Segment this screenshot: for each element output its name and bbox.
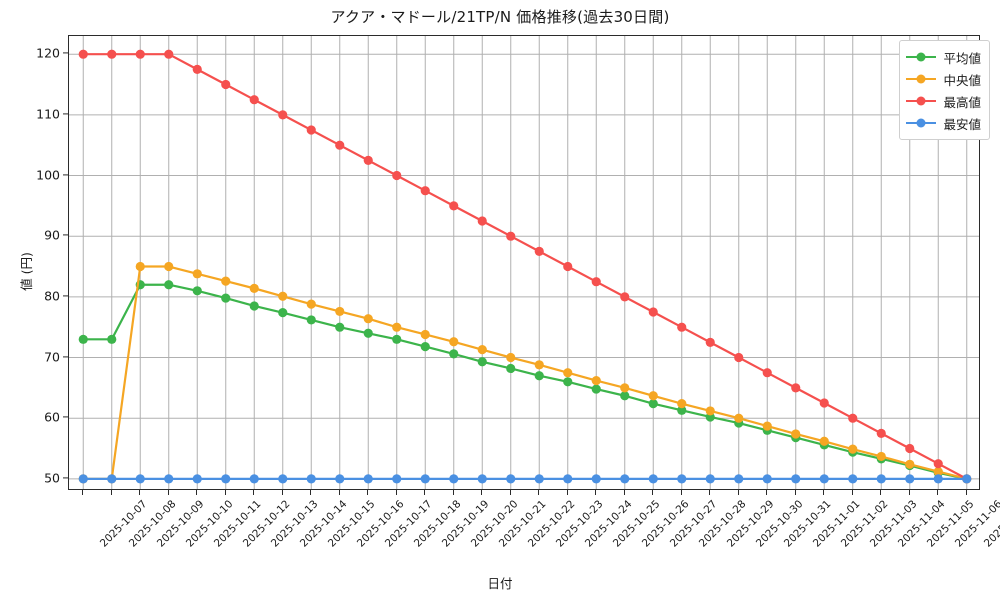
x-tick-mark	[851, 490, 853, 495]
legend-line-swatch	[906, 52, 937, 62]
y-tick-label: 90	[44, 227, 60, 243]
y-tick-mark	[63, 355, 68, 358]
legend-item-3[interactable]: 最高値	[906, 90, 981, 112]
x-tick-mark	[481, 490, 483, 495]
x-tick-mark	[937, 490, 939, 495]
x-tick-mark	[110, 490, 112, 495]
legend-item-1[interactable]: 平均値	[906, 46, 981, 68]
x-tick-mark	[538, 490, 540, 495]
x-tick-mark	[880, 490, 882, 495]
y-axis-label: 値 (円)	[18, 252, 34, 291]
legend-line-swatch	[906, 74, 937, 84]
legend-line-swatch	[906, 118, 937, 128]
x-tick-mark	[509, 490, 511, 495]
legend-item-2[interactable]: 中央値	[906, 68, 981, 90]
y-tick-mark	[63, 113, 68, 115]
y-tick-mark	[63, 173, 68, 176]
y-tick-mark	[63, 295, 68, 297]
x-axis-label: 日付	[487, 576, 513, 591]
x-tick-mark	[623, 490, 625, 495]
y-tick-mark	[63, 477, 68, 479]
gridlines	[69, 36, 979, 489]
y-tick-label: 100	[36, 167, 60, 183]
y-tick-label: 110	[36, 106, 60, 122]
x-tick-mark	[424, 490, 426, 495]
legend-label: 中央値	[943, 72, 981, 88]
legend-line-swatch	[906, 96, 937, 106]
x-tick-mark	[794, 490, 796, 495]
legend-marker-dot	[916, 96, 926, 106]
x-tick-mark	[766, 490, 768, 495]
x-tick-mark	[709, 490, 711, 495]
series-layer	[78, 49, 972, 484]
x-tick-mark	[566, 490, 568, 495]
y-tick-label: 80	[44, 288, 60, 304]
legend-label: 最安値	[943, 116, 981, 132]
x-tick-mark	[823, 490, 825, 495]
x-tick-mark	[338, 490, 340, 495]
x-tick-mark	[367, 490, 369, 495]
y-tick-label: 70	[44, 349, 60, 365]
x-tick-mark	[595, 490, 597, 495]
legend-item-4[interactable]: 最安値	[906, 112, 981, 134]
x-tick-mark	[139, 490, 141, 495]
x-tick-mark	[395, 490, 397, 495]
y-tick-mark	[63, 416, 68, 418]
x-tick-mark	[253, 490, 255, 495]
y-tick-label: 50	[44, 470, 60, 486]
x-tick-mark	[680, 490, 682, 495]
x-tick-mark	[452, 490, 454, 495]
x-tick-mark	[281, 490, 283, 495]
y-tick-label: 120	[36, 45, 60, 61]
x-tick-mark	[196, 490, 198, 495]
x-tick-mark	[310, 490, 312, 495]
legend-label: 平均値	[943, 50, 981, 66]
legend-marker-dot	[916, 74, 926, 84]
x-tick-mark	[652, 490, 654, 495]
chart-title: アクア・マドール/21TP/N 価格推移(過去30日間)	[330, 8, 670, 26]
x-tick-mark	[965, 490, 967, 495]
chart-legend: 平均値中央値最高値最安値	[899, 40, 990, 140]
y-tick-mark	[63, 52, 68, 54]
x-tick-mark	[82, 490, 84, 495]
x-tick-mark	[737, 490, 739, 495]
plot-area	[68, 35, 980, 490]
legend-marker-dot	[916, 118, 926, 128]
legend-label: 最高値	[943, 94, 981, 110]
x-tick-mark	[224, 490, 226, 495]
y-tick-mark	[63, 234, 68, 236]
y-tick-label: 60	[44, 409, 60, 425]
x-tick-mark	[908, 490, 910, 495]
x-tick-mark	[167, 490, 169, 495]
legend-marker-dot	[916, 52, 926, 62]
